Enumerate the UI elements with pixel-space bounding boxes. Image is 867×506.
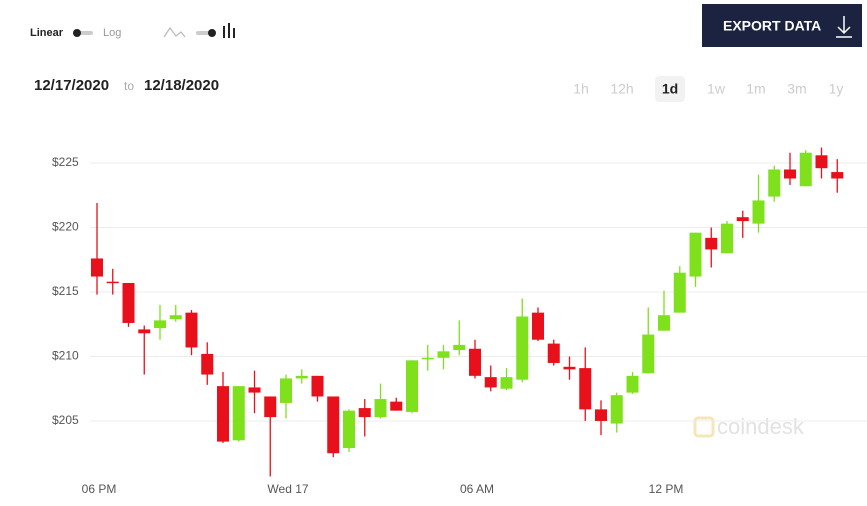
candle-body [752, 200, 765, 224]
candle-body [689, 232, 702, 277]
candle-body [595, 409, 607, 421]
candle-body [327, 396, 340, 454]
candle-body [122, 282, 135, 323]
watermark-icon [693, 416, 715, 438]
x-tick-label: 06 AM [460, 482, 494, 496]
candle-body [673, 272, 686, 313]
candle-body [799, 152, 812, 187]
candle-body [815, 155, 828, 169]
candle-body [358, 408, 371, 418]
line-icon [163, 26, 186, 38]
export-bg [702, 4, 862, 47]
y-tick-label: $225 [52, 155, 79, 169]
candle-body [626, 375, 639, 393]
y-tick-label: $215 [52, 284, 79, 298]
chart-style-toggle[interactable] [163, 23, 235, 38]
date-separator: to [124, 79, 134, 93]
range-label: 1y [829, 81, 844, 97]
range-active-bg [655, 76, 685, 102]
candle-body [232, 386, 245, 441]
candle-body [106, 281, 119, 284]
x-tick-label: Wed 17 [267, 482, 308, 496]
candle-body [311, 375, 324, 397]
range-button[interactable]: 1d [655, 76, 685, 102]
range-label: 1d [662, 81, 678, 97]
candle-body [248, 387, 261, 393]
candle-body [532, 312, 544, 340]
x-tick-label: 06 PM [82, 482, 117, 496]
date-to: 12/18/2020 [144, 77, 219, 94]
candle-icon [223, 23, 235, 38]
candle-body [658, 315, 670, 331]
candle-body [421, 357, 434, 360]
export-label: EXPORT DATA [723, 18, 821, 34]
y-tick-label: $210 [52, 349, 79, 363]
range-buttons: 1h 12h 1d 1w 1m 3m 1y [573, 76, 843, 102]
candle-body [721, 223, 733, 254]
date-from: 12/17/2020 [34, 77, 109, 94]
range-label: 1h [573, 81, 589, 97]
candle-body [390, 401, 403, 411]
range-label: 3m [787, 81, 806, 97]
candle-body [406, 360, 418, 412]
download-icon [836, 16, 852, 38]
candle-body [91, 258, 103, 277]
candle-body [295, 375, 308, 379]
range-button[interactable]: 12h [610, 81, 633, 97]
candle-body [169, 315, 182, 320]
range-button[interactable]: 1y [829, 81, 844, 97]
candle-body [642, 334, 655, 374]
candle-body [768, 169, 781, 197]
candle-body [217, 386, 229, 442]
candle-body [280, 378, 292, 403]
candle-body [563, 366, 576, 370]
range-button[interactable]: 1m [746, 81, 765, 97]
range-button[interactable]: 1w [707, 81, 726, 97]
candle-body [453, 344, 466, 351]
y-tick-label: $220 [52, 220, 79, 234]
range-button[interactable]: 3m [787, 81, 806, 97]
candle-body [374, 399, 387, 418]
candle-body [484, 377, 497, 388]
candle-body [610, 395, 623, 424]
candle-body [343, 410, 355, 449]
candle-body [705, 237, 718, 250]
range-button[interactable]: 1h [573, 81, 589, 97]
y-tick-label: $205 [52, 413, 79, 427]
candle-body [201, 353, 214, 375]
log-label: Log [103, 27, 121, 39]
candle-body [831, 172, 844, 179]
toggle-knob [73, 29, 81, 37]
candle-body [579, 368, 592, 410]
range-label: 1w [707, 81, 726, 97]
candle-body [736, 217, 749, 222]
candle-body [437, 351, 450, 358]
range-label: 12h [610, 81, 633, 97]
watermark-text: coindesk [717, 414, 805, 439]
linear-toggle[interactable]: Linear Log [30, 27, 121, 39]
watermark: coindesk [693, 414, 805, 439]
candle-body [500, 377, 513, 389]
candle-body [138, 329, 151, 334]
candle-body [264, 396, 277, 418]
candle-body [516, 316, 529, 380]
candle-body [784, 169, 796, 179]
candle-body [154, 320, 166, 329]
toggle-knob [208, 29, 216, 37]
range-label: 1m [746, 81, 765, 97]
linear-label: Linear [30, 27, 64, 39]
candle-body [547, 343, 560, 363]
candle-body [469, 348, 481, 376]
x-tick-label: 12 PM [649, 482, 684, 496]
candle-body [185, 312, 198, 348]
export-button[interactable]: EXPORT DATA [702, 4, 862, 47]
